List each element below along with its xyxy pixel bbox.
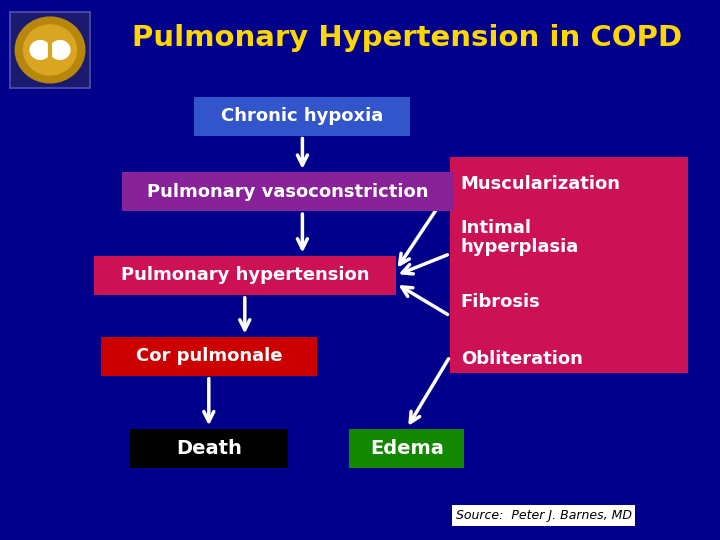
Text: Chronic hypoxia: Chronic hypoxia (221, 107, 384, 125)
Circle shape (50, 40, 70, 59)
FancyBboxPatch shape (450, 157, 688, 373)
Text: Source:  Peter J. Barnes, MD: Source: Peter J. Barnes, MD (456, 509, 631, 522)
Text: Edema: Edema (370, 438, 444, 458)
FancyBboxPatch shape (130, 429, 288, 468)
Text: Death: Death (176, 438, 242, 458)
Text: Pulmonary hypertension: Pulmonary hypertension (120, 266, 369, 285)
Text: Pulmonary Hypertension in COPD: Pulmonary Hypertension in COPD (132, 24, 682, 52)
Text: Cor pulmonale: Cor pulmonale (135, 347, 282, 366)
Circle shape (30, 40, 50, 59)
FancyBboxPatch shape (194, 97, 410, 136)
Circle shape (15, 17, 85, 83)
Text: Muscularization: Muscularization (461, 174, 621, 193)
FancyBboxPatch shape (10, 12, 90, 87)
Text: Obliteration: Obliteration (461, 350, 582, 368)
FancyBboxPatch shape (101, 337, 317, 376)
Text: Fibrosis: Fibrosis (461, 293, 541, 312)
FancyBboxPatch shape (349, 429, 464, 468)
FancyBboxPatch shape (94, 256, 396, 295)
Text: Intimal
hyperplasia: Intimal hyperplasia (461, 219, 579, 256)
Text: Pulmonary vasoconstriction: Pulmonary vasoconstriction (148, 183, 428, 201)
Circle shape (24, 25, 76, 75)
FancyBboxPatch shape (122, 172, 454, 211)
